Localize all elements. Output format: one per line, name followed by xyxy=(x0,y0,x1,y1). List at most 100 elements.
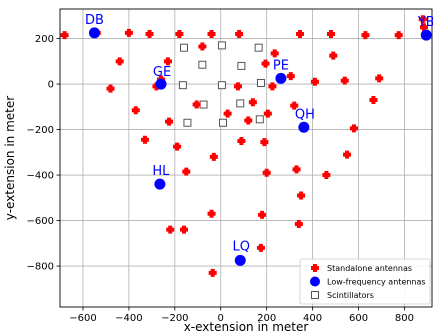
standalone-antenna-point xyxy=(310,77,319,86)
x-tick-label: 600 xyxy=(349,313,368,324)
x-tick-label: 0 xyxy=(218,313,224,324)
standalone-antenna-point xyxy=(297,191,306,200)
standalone-antenna-point xyxy=(209,152,218,161)
grid xyxy=(60,9,432,307)
standalone-antenna-point xyxy=(192,100,201,109)
standalone-antenna-point xyxy=(270,49,279,58)
standalone-antenna-point xyxy=(343,150,352,159)
standalone-antenna-point xyxy=(418,15,427,24)
station-label: DB xyxy=(85,13,104,28)
scintillator-point xyxy=(217,41,226,50)
standalone-antenna-point xyxy=(237,136,246,145)
standalone-antenna-point xyxy=(165,117,174,126)
standalone-antenna-point xyxy=(60,31,69,40)
legend-standalone-marker xyxy=(311,264,319,272)
y-tick-label: 200 xyxy=(35,34,54,45)
legend-box xyxy=(299,258,431,305)
x-axis-label: x-extension in meter xyxy=(184,320,309,333)
data-marks xyxy=(60,15,432,277)
standalone-antenna-point xyxy=(166,225,175,234)
plot-frame xyxy=(59,8,433,308)
scintillator-point xyxy=(255,115,264,124)
standalone-antenna-point xyxy=(261,59,270,68)
standalone-antenna-point xyxy=(145,30,154,39)
station-label: PE xyxy=(273,58,289,73)
standalone-antenna-point xyxy=(208,268,217,277)
standalone-antenna-point xyxy=(419,23,428,32)
legend: Standalone antennas Low-frequency antenna… xyxy=(299,258,431,305)
low-frequency-antenna-point xyxy=(420,29,432,41)
low-frequency-antenna-point xyxy=(154,178,166,190)
low-frequency-antenna-point xyxy=(234,254,246,266)
y-tick-label: −200 xyxy=(27,125,54,136)
standalone-antenna-point xyxy=(349,124,358,133)
scintillator-point xyxy=(219,118,227,127)
scintillator-point xyxy=(237,61,246,70)
standalone-antenna-point xyxy=(207,209,216,218)
station-label: YB xyxy=(417,15,433,30)
standalone-antenna-point xyxy=(124,28,133,37)
standalone-antenna-point xyxy=(260,138,269,147)
standalone-antenna-point xyxy=(244,116,253,125)
standalone-antenna-point xyxy=(258,210,267,219)
standalone-antenna-point xyxy=(262,168,271,177)
low-frequency-antenna-point xyxy=(88,27,100,39)
legend-entry-label: Scintillators xyxy=(327,291,374,300)
y-tick-label: 0 xyxy=(48,80,54,91)
y-axis-label: y-extension in meter xyxy=(3,96,17,220)
x-tick-label: −200 xyxy=(161,313,188,324)
station-labels: DB GE HL PE QH LQ YB xyxy=(85,13,433,254)
standalone-antenna-point xyxy=(207,30,216,39)
standalone-antenna-point xyxy=(180,225,188,234)
y-tick-label: −400 xyxy=(27,171,54,182)
x-tick-label: −600 xyxy=(69,313,96,324)
low-frequency-antenna-point xyxy=(298,121,310,133)
standalone-antenna-point xyxy=(131,106,140,115)
low-frequency-antenna-point xyxy=(275,72,287,84)
scintillator-point xyxy=(183,118,192,127)
standalone-antenna-point xyxy=(182,167,191,176)
legend-entry-label: Standalone antennas xyxy=(327,264,412,273)
standalone-antenna-point xyxy=(235,30,244,39)
y-tick-label: −800 xyxy=(27,262,54,273)
legend-scint-marker xyxy=(311,291,319,299)
legend-lowfreq-marker xyxy=(310,276,320,287)
standalone-antenna-point xyxy=(256,243,265,252)
scintillator-point xyxy=(199,100,208,109)
scintillator-point xyxy=(236,99,245,108)
scintillator-point xyxy=(217,81,226,90)
scintillator-point xyxy=(180,43,188,52)
standalone-antenna-point xyxy=(329,51,338,60)
standalone-antenna-point xyxy=(322,171,331,180)
x-axis-ticks: −600 −400 −200 0 200 400 600 800 xyxy=(69,307,414,324)
standalone-antenna-point xyxy=(340,76,349,85)
station-label: QH xyxy=(295,107,315,122)
standalone-antenna-point xyxy=(394,31,403,40)
scintillator-point xyxy=(256,78,265,87)
standalone-antenna-point xyxy=(223,109,232,118)
standalone-antenna-point xyxy=(175,30,184,39)
standalone-antenna-point xyxy=(140,135,149,144)
low-frequency-antenna-point xyxy=(155,78,167,90)
standalone-antenna-point xyxy=(173,142,182,151)
x-tick-label: −400 xyxy=(115,313,142,324)
axes-frame xyxy=(59,8,433,308)
x-tick-label: 200 xyxy=(257,313,276,324)
y-axis-ticks: −800 −600 −400 −200 0 200 xyxy=(27,34,60,273)
standalone-antenna-point xyxy=(295,30,304,39)
standalone-antenna-point xyxy=(375,74,384,83)
standalone-antenna-point xyxy=(268,82,277,91)
standalone-antenna-point xyxy=(326,30,335,39)
scintillator-point xyxy=(198,60,207,69)
standalone-antenna-point xyxy=(369,95,378,104)
standalone-antenna-point xyxy=(198,42,207,51)
x-tick-label: 400 xyxy=(303,313,322,324)
standalone-antenna-point xyxy=(290,101,299,110)
station-label: LQ xyxy=(233,239,250,254)
standalone-antenna-point xyxy=(233,82,242,91)
standalone-antenna-point xyxy=(115,57,124,66)
station-label: HL xyxy=(152,164,170,179)
standalone-antenna-point xyxy=(286,72,295,81)
scintillator-point xyxy=(178,81,187,90)
